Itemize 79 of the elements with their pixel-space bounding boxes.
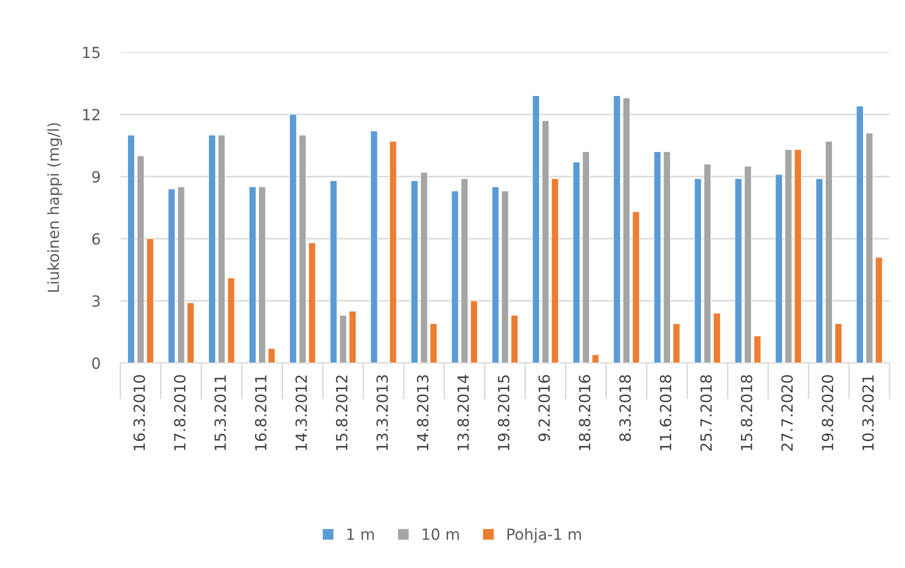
y-tick-label: 12	[83, 108, 100, 120]
x-tick-label: 16.3.2010	[133, 375, 146, 450]
x-tick-label: 17.8.2010	[174, 375, 186, 450]
bar	[784, 149, 792, 363]
y-tick-label: 0	[92, 357, 100, 369]
bar	[177, 186, 185, 363]
x-tick-label: 13.3.2013	[376, 375, 388, 450]
legend-label: 1 m	[347, 528, 374, 540]
bar	[875, 257, 883, 363]
bar	[704, 164, 712, 363]
bar	[218, 134, 226, 363]
x-tick-label: 10.3.2021	[862, 375, 874, 450]
x-tick-label: 19.8.2020	[822, 375, 834, 450]
bar	[330, 180, 338, 363]
bar	[370, 130, 378, 363]
bar	[744, 166, 752, 363]
bar	[298, 134, 306, 363]
x-tick-label: 16.8.2011	[254, 375, 266, 450]
bar	[592, 354, 600, 363]
x-tick-label: 13.8.2014	[457, 374, 469, 450]
bar	[654, 151, 662, 363]
x-tick-label: 19.8.2015	[498, 375, 510, 450]
bar	[613, 95, 621, 363]
bar	[248, 186, 256, 363]
x-tick-label: 18.8.2016	[578, 375, 590, 450]
bar	[713, 312, 721, 363]
bar	[146, 238, 154, 363]
legend-label: Pohja-1 m	[507, 528, 581, 543]
bar	[268, 348, 276, 363]
x-tick-label: 14.3.2012	[295, 376, 307, 450]
bar	[348, 310, 356, 363]
bar	[694, 178, 702, 363]
bar	[856, 106, 864, 363]
y-tick-label: 6	[92, 233, 100, 245]
y-axis-title: Liukoinen happi (mg/l)	[47, 123, 62, 292]
bar	[168, 188, 176, 363]
bar	[258, 186, 266, 363]
x-tick-label: 27.7.2020	[781, 375, 793, 451]
bar	[127, 134, 135, 363]
bar	[632, 211, 640, 363]
bar	[542, 120, 550, 363]
x-tick-label: 15.8.2012	[336, 376, 348, 450]
x-tick-label: 9.2.2016	[538, 375, 550, 442]
legend-label: 10 m	[422, 528, 459, 540]
bar	[834, 323, 842, 363]
bar	[339, 315, 347, 363]
bar	[430, 323, 438, 363]
bar	[775, 174, 783, 363]
x-tick-label: 8.3.2018	[619, 375, 631, 442]
bar	[186, 302, 194, 363]
bar	[672, 323, 680, 363]
y-tick-label: 3	[92, 295, 100, 307]
bar	[794, 149, 802, 363]
bar	[734, 178, 742, 363]
bar	[551, 178, 559, 363]
x-tick-label: 25.7.2018	[700, 375, 712, 451]
bar	[227, 278, 235, 363]
bar	[532, 95, 540, 363]
bar	[492, 186, 500, 363]
bar	[622, 98, 630, 363]
bar	[208, 134, 216, 363]
bar	[289, 114, 297, 363]
x-tick-label: 15.8.2018	[740, 375, 752, 450]
bar	[470, 300, 478, 363]
x-tick-label: 11.6.2018	[660, 375, 672, 450]
bar	[754, 336, 762, 363]
bar	[866, 132, 874, 363]
bar	[816, 178, 824, 363]
bar	[825, 141, 833, 363]
bar	[663, 151, 671, 363]
bar	[572, 162, 580, 363]
bar	[308, 242, 316, 363]
bar	[582, 151, 590, 363]
y-tick-label: 9	[92, 171, 100, 183]
x-tick-label: 15.3.2011	[214, 375, 226, 450]
bar	[389, 141, 397, 363]
x-tick-label: 14.8.2013	[416, 375, 428, 450]
bar	[136, 156, 144, 363]
y-tick-label: 15	[83, 46, 100, 58]
